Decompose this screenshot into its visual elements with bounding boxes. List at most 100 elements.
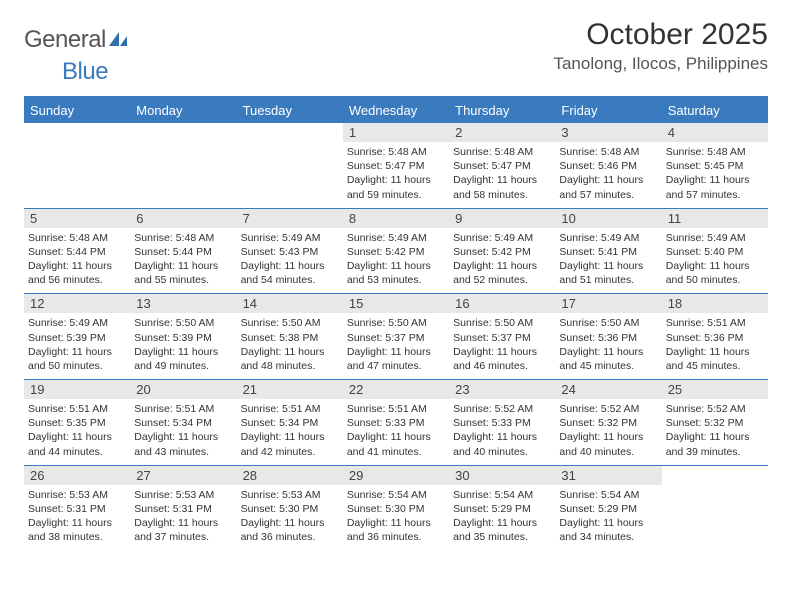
calendar-cell: 9Sunrise: 5:49 AMSunset: 5:42 PMDaylight… [449, 209, 555, 294]
sunrise-text: Sunrise: 5:49 AM [666, 231, 764, 245]
sunset-text: Sunset: 5:36 PM [559, 331, 657, 345]
sunrise-text: Sunrise: 5:50 AM [241, 316, 339, 330]
sunset-text: Sunset: 5:46 PM [559, 159, 657, 173]
daylight-text: Daylight: 11 hours and 44 minutes. [28, 430, 126, 458]
day-number: 18 [662, 294, 768, 313]
calendar-cell: 22Sunrise: 5:51 AMSunset: 5:33 PMDayligh… [343, 380, 449, 465]
day-number: 14 [237, 294, 343, 313]
daylight-text: Daylight: 11 hours and 42 minutes. [241, 430, 339, 458]
sunset-text: Sunset: 5:34 PM [134, 416, 232, 430]
calendar-cell: 28Sunrise: 5:53 AMSunset: 5:30 PMDayligh… [237, 466, 343, 551]
daylight-text: Daylight: 11 hours and 57 minutes. [666, 173, 764, 201]
daylight-text: Daylight: 11 hours and 40 minutes. [453, 430, 551, 458]
daylight-text: Daylight: 11 hours and 39 minutes. [666, 430, 764, 458]
calendar-cell: 24Sunrise: 5:52 AMSunset: 5:32 PMDayligh… [555, 380, 661, 465]
calendar-cell: 3Sunrise: 5:48 AMSunset: 5:46 PMDaylight… [555, 123, 661, 208]
weekday-label: Thursday [449, 98, 555, 123]
sail-icon [109, 32, 127, 46]
sunset-text: Sunset: 5:35 PM [28, 416, 126, 430]
calendar-cell: 4Sunrise: 5:48 AMSunset: 5:45 PMDaylight… [662, 123, 768, 208]
daylight-text: Daylight: 11 hours and 45 minutes. [559, 345, 657, 373]
sunrise-text: Sunrise: 5:51 AM [666, 316, 764, 330]
day-number: 12 [24, 294, 130, 313]
sunset-text: Sunset: 5:42 PM [347, 245, 445, 259]
calendar-cell: 11 Sunrise: 5:49 AMSunset: 5:40 PMDayligh… [662, 209, 768, 294]
daylight-text: Daylight: 11 hours and 57 minutes. [559, 173, 657, 201]
calendar-week: 19Sunrise: 5:51 AMSunset: 5:35 PMDayligh… [24, 379, 768, 465]
calendar-cell [24, 123, 130, 208]
sunrise-text: Sunrise: 5:53 AM [241, 488, 339, 502]
calendar: Sunday Monday Tuesday Wednesday Thursday… [24, 96, 768, 550]
weekday-label: Friday [555, 98, 661, 123]
day-number: 16 [449, 294, 555, 313]
daylight-text: Daylight: 11 hours and 45 minutes. [666, 345, 764, 373]
calendar-cell: 2Sunrise: 5:48 AMSunset: 5:47 PMDaylight… [449, 123, 555, 208]
calendar-cell: 15Sunrise: 5:50 AMSunset: 5:37 PMDayligh… [343, 294, 449, 379]
calendar-week: 26Sunrise: 5:53 AMSunset: 5:31 PMDayligh… [24, 465, 768, 551]
daylight-text: Daylight: 11 hours and 41 minutes. [347, 430, 445, 458]
day-number: 25 [662, 380, 768, 399]
calendar-week: 5Sunrise: 5:48 AMSunset: 5:44 PMDaylight… [24, 208, 768, 294]
sunset-text: Sunset: 5:43 PM [241, 245, 339, 259]
daylight-text: Daylight: 11 hours and 53 minutes. [347, 259, 445, 287]
sunset-text: Sunset: 5:32 PM [559, 416, 657, 430]
day-number: 11 [662, 209, 768, 228]
sunrise-text: Sunrise: 5:48 AM [453, 145, 551, 159]
sunrise-text: Sunrise: 5:49 AM [559, 231, 657, 245]
sunrise-text: Sunrise: 5:54 AM [347, 488, 445, 502]
daylight-text: Daylight: 11 hours and 35 minutes. [453, 516, 551, 544]
location-text: Tanolong, Ilocos, Philippines [553, 54, 768, 74]
sunset-text: Sunset: 5:39 PM [28, 331, 126, 345]
calendar-cell: 23Sunrise: 5:52 AMSunset: 5:33 PMDayligh… [449, 380, 555, 465]
daylight-text: Daylight: 11 hours and 34 minutes. [559, 516, 657, 544]
daylight-text: Daylight: 11 hours and 59 minutes. [347, 173, 445, 201]
calendar-cell: 12Sunrise: 5:49 AMSunset: 5:39 PMDayligh… [24, 294, 130, 379]
day-number: 5 [24, 209, 130, 228]
calendar-cell [237, 123, 343, 208]
day-number: 13 [130, 294, 236, 313]
calendar-cell: 17 Sunrise: 5:50 AMSunset: 5:36 PMDayligh… [555, 294, 661, 379]
daylight-text: Daylight: 11 hours and 43 minutes. [134, 430, 232, 458]
day-number: 15 [343, 294, 449, 313]
day-number: 21 [237, 380, 343, 399]
sunset-text: Sunset: 5:34 PM [241, 416, 339, 430]
sunset-text: Sunset: 5:42 PM [453, 245, 551, 259]
day-number: 17 [555, 294, 661, 313]
sunset-text: Sunset: 5:33 PM [453, 416, 551, 430]
calendar-cell: 25Sunrise: 5:52 AMSunset: 5:32 PMDayligh… [662, 380, 768, 465]
daylight-text: Daylight: 11 hours and 50 minutes. [666, 259, 764, 287]
day-number: 20 [130, 380, 236, 399]
day-number: 26 [24, 466, 130, 485]
sunset-text: Sunset: 5:47 PM [453, 159, 551, 173]
calendar-week: 1Sunrise: 5:48 AMSunset: 5:47 PMDaylight… [24, 123, 768, 208]
month-title: October 2025 [553, 18, 768, 52]
day-number: 10 [555, 209, 661, 228]
sunset-text: Sunset: 5:44 PM [134, 245, 232, 259]
day-number: 30 [449, 466, 555, 485]
day-number: 28 [237, 466, 343, 485]
sunset-text: Sunset: 5:44 PM [28, 245, 126, 259]
sunset-text: Sunset: 5:29 PM [559, 502, 657, 516]
weekday-label: Monday [130, 98, 236, 123]
sunrise-text: Sunrise: 5:48 AM [666, 145, 764, 159]
brand-logo: General [24, 26, 129, 54]
day-number [662, 466, 768, 485]
calendar-cell [130, 123, 236, 208]
calendar-cell: 31Sunrise: 5:54 AMSunset: 5:29 PMDayligh… [555, 466, 661, 551]
day-number: 29 [343, 466, 449, 485]
calendar-cell: 13Sunrise: 5:50 AMSunset: 5:39 PMDayligh… [130, 294, 236, 379]
calendar-cell: 7Sunrise: 5:49 AMSunset: 5:43 PMDaylight… [237, 209, 343, 294]
sunrise-text: Sunrise: 5:51 AM [28, 402, 126, 416]
day-number: 31 [555, 466, 661, 485]
calendar-cell: 30Sunrise: 5:54 AMSunset: 5:29 PMDayligh… [449, 466, 555, 551]
sunset-text: Sunset: 5:37 PM [453, 331, 551, 345]
weekday-label: Tuesday [237, 98, 343, 123]
day-number: 7 [237, 209, 343, 228]
sunset-text: Sunset: 5:40 PM [666, 245, 764, 259]
daylight-text: Daylight: 11 hours and 36 minutes. [241, 516, 339, 544]
daylight-text: Daylight: 11 hours and 58 minutes. [453, 173, 551, 201]
sunrise-text: Sunrise: 5:52 AM [453, 402, 551, 416]
sunrise-text: Sunrise: 5:50 AM [559, 316, 657, 330]
calendar-cell: 5Sunrise: 5:48 AMSunset: 5:44 PMDaylight… [24, 209, 130, 294]
weekday-label: Sunday [24, 98, 130, 123]
